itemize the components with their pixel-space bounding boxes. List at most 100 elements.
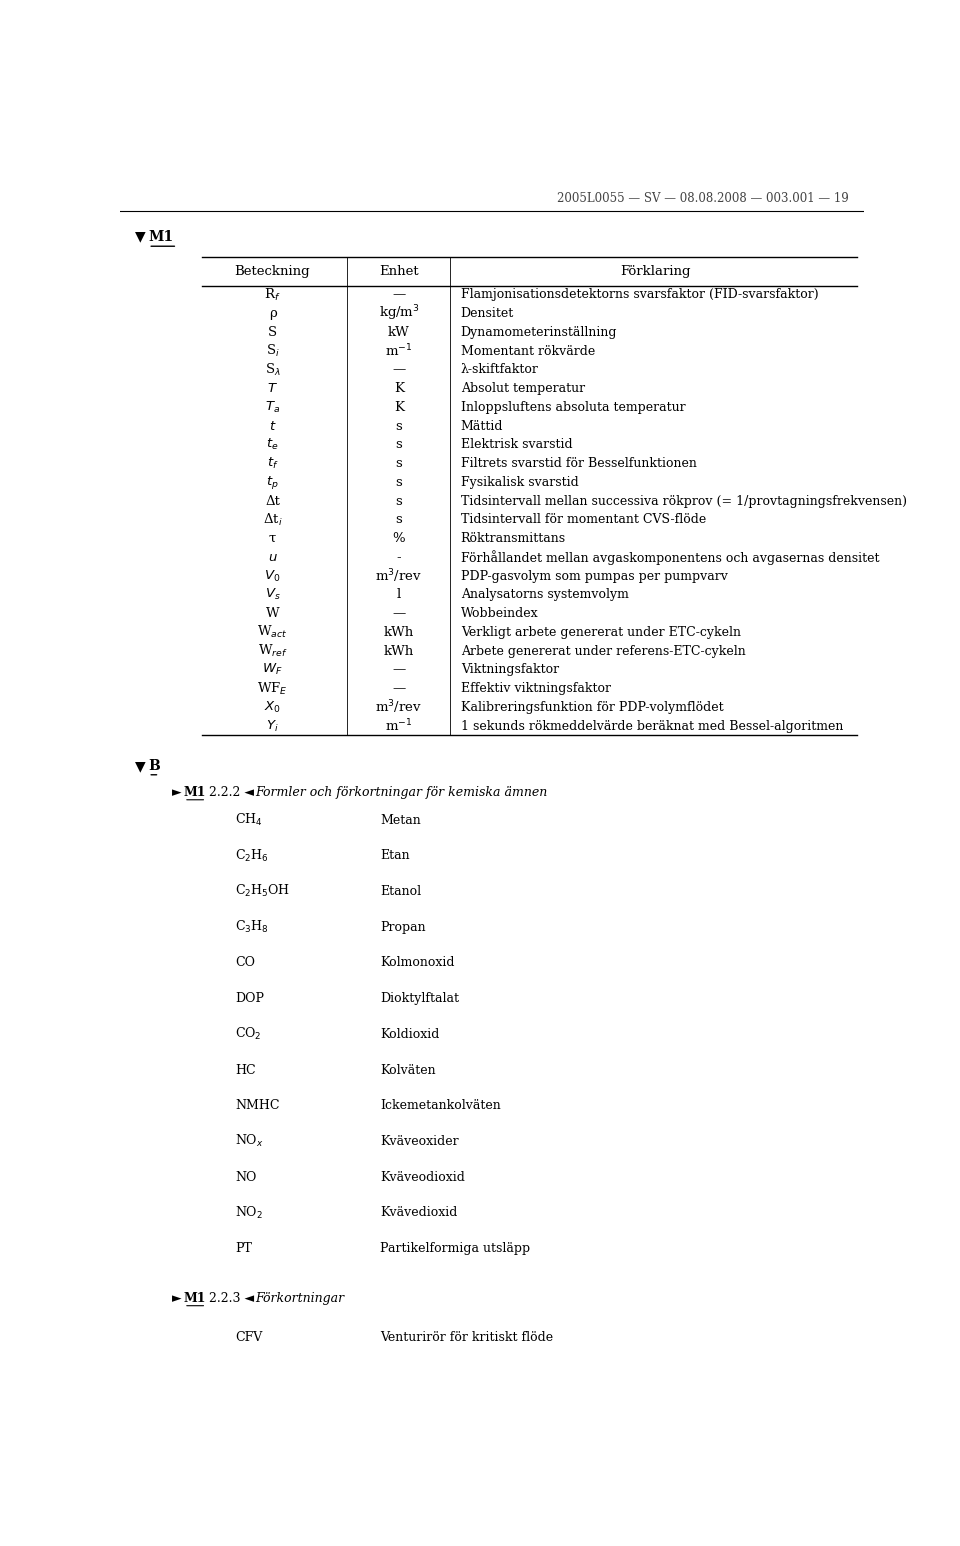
Text: Metan: Metan	[380, 813, 421, 827]
Text: Etanol: Etanol	[380, 884, 421, 898]
Text: Wobbeindex: Wobbeindex	[461, 608, 539, 620]
Text: $V_s$: $V_s$	[265, 587, 280, 603]
Text: Flamjonisationsdetektorns svarsfaktor (FID-svarsfaktor): Flamjonisationsdetektorns svarsfaktor (F…	[461, 289, 818, 301]
Text: -: -	[396, 550, 401, 564]
Text: kW: kW	[388, 326, 410, 339]
Text: Förhållandet mellan avgaskomponentens och avgasernas densitet: Förhållandet mellan avgaskomponentens oc…	[461, 550, 879, 564]
Text: $W_F$: $W_F$	[262, 662, 283, 677]
Text: M1: M1	[148, 230, 174, 244]
Text: CH$_4$: CH$_4$	[235, 812, 263, 829]
Text: —: —	[393, 363, 406, 376]
Text: ►: ►	[172, 1292, 181, 1305]
Text: Koldioxid: Koldioxid	[380, 1028, 440, 1040]
Text: Propan: Propan	[380, 921, 426, 934]
Text: PDP-gasvolym som pumpas per pumpvarv: PDP-gasvolym som pumpas per pumpvarv	[461, 569, 728, 583]
Text: S$_i$: S$_i$	[266, 343, 279, 359]
Text: kWh: kWh	[384, 626, 414, 638]
Text: τ: τ	[269, 532, 276, 546]
Text: $t_p$: $t_p$	[266, 475, 278, 492]
Text: S$_λ$: S$_λ$	[265, 362, 280, 377]
Text: l: l	[396, 589, 401, 601]
Text: λ-skiftfaktor: λ-skiftfaktor	[461, 363, 539, 376]
Text: R$_f$: R$_f$	[264, 288, 280, 303]
Text: W$_{act}$: W$_{act}$	[257, 625, 288, 640]
Text: s: s	[396, 513, 402, 526]
Text: 2.2.3 ◄: 2.2.3 ◄	[208, 1292, 253, 1305]
Text: M1: M1	[184, 1292, 206, 1305]
Text: M1: M1	[184, 785, 206, 799]
Text: Förkortningar: Förkortningar	[255, 1292, 345, 1305]
Text: —: —	[393, 663, 406, 676]
Text: NO$_2$: NO$_2$	[235, 1204, 263, 1221]
Text: CO$_2$: CO$_2$	[235, 1027, 262, 1042]
Text: m$^3$/rev: m$^3$/rev	[375, 699, 422, 716]
Text: s: s	[396, 439, 402, 451]
Text: K: K	[394, 400, 404, 414]
Text: W$_{ref}$: W$_{ref}$	[257, 643, 287, 659]
Text: B: B	[148, 759, 160, 773]
Text: Kvävedioxid: Kvävedioxid	[380, 1206, 458, 1220]
Text: NMHC: NMHC	[235, 1099, 279, 1112]
Text: —: —	[393, 682, 406, 696]
Text: m$^{-1}$: m$^{-1}$	[385, 717, 413, 734]
Text: %: %	[393, 532, 405, 546]
Text: HC: HC	[235, 1064, 256, 1076]
Text: NO$_x$: NO$_x$	[235, 1133, 264, 1150]
Text: NO: NO	[235, 1170, 256, 1184]
Text: Fysikalisk svarstid: Fysikalisk svarstid	[461, 476, 579, 489]
Text: Kolväten: Kolväten	[380, 1064, 436, 1076]
Text: —: —	[393, 608, 406, 620]
Text: Partikelformiga utsläpp: Partikelformiga utsläpp	[380, 1241, 531, 1255]
Text: Δt$_i$: Δt$_i$	[263, 512, 282, 527]
Text: ►: ►	[172, 785, 181, 799]
Text: WF$_E$: WF$_E$	[257, 680, 288, 697]
Text: Inloppsluftens absoluta temperatur: Inloppsluftens absoluta temperatur	[461, 400, 685, 414]
Text: —: —	[393, 289, 406, 301]
Text: Ickemetankolväten: Ickemetankolväten	[380, 1099, 501, 1112]
Text: $T_a$: $T_a$	[265, 400, 280, 414]
Text: Beteckning: Beteckning	[234, 264, 310, 278]
Text: C$_2$H$_6$: C$_2$H$_6$	[235, 847, 269, 864]
Text: s: s	[396, 476, 402, 489]
Text: Elektrisk svarstid: Elektrisk svarstid	[461, 439, 572, 451]
Text: kWh: kWh	[384, 645, 414, 657]
Text: ▼: ▼	[134, 230, 146, 244]
Text: CFV: CFV	[235, 1331, 263, 1345]
Text: Etan: Etan	[380, 849, 410, 863]
Text: Absolut temperatur: Absolut temperatur	[461, 382, 585, 396]
Text: Kväveoxider: Kväveoxider	[380, 1135, 459, 1149]
Text: Verkligt arbete genererat under ETC-cykeln: Verkligt arbete genererat under ETC-cyke…	[461, 626, 741, 638]
Text: $T$: $T$	[267, 382, 278, 396]
Text: Filtrets svarstid för Besselfunktionen: Filtrets svarstid för Besselfunktionen	[461, 458, 697, 470]
Text: Mättid: Mättid	[461, 419, 503, 433]
Text: Kolmonoxid: Kolmonoxid	[380, 957, 455, 969]
Text: K: K	[394, 382, 404, 396]
Text: Röktransmittans: Röktransmittans	[461, 532, 565, 546]
Text: ▼: ▼	[134, 759, 146, 773]
Text: 2005L0055 — SV — 08.08.2008 — 003.001 — 19: 2005L0055 — SV — 08.08.2008 — 003.001 — …	[558, 192, 849, 204]
Text: 2.2.2 ◄: 2.2.2 ◄	[208, 785, 253, 799]
Text: Enhet: Enhet	[379, 264, 419, 278]
Text: $X_0$: $X_0$	[264, 700, 281, 714]
Text: Kalibreringsfunktion för PDP-volymflödet: Kalibreringsfunktion för PDP-volymflödet	[461, 700, 724, 714]
Text: $Y_i$: $Y_i$	[266, 719, 278, 734]
Text: Tidsintervall mellan successiva rökprov (= 1/provtagningsfrekvensen): Tidsintervall mellan successiva rökprov …	[461, 495, 907, 507]
Text: $V_0$: $V_0$	[264, 569, 280, 584]
Text: PT: PT	[235, 1241, 252, 1255]
Text: DOP: DOP	[235, 993, 264, 1005]
Text: s: s	[396, 458, 402, 470]
Text: $t_e$: $t_e$	[266, 438, 278, 453]
Text: m$^3$/rev: m$^3$/rev	[375, 567, 422, 584]
Text: C$_3$H$_8$: C$_3$H$_8$	[235, 920, 269, 935]
Text: Analysatorns systemvolym: Analysatorns systemvolym	[461, 589, 629, 601]
Text: C$_2$H$_5$OH: C$_2$H$_5$OH	[235, 883, 290, 900]
Text: m$^{-1}$: m$^{-1}$	[385, 343, 413, 359]
Text: S: S	[268, 326, 277, 339]
Text: $t$: $t$	[269, 419, 276, 433]
Text: Dynamometerinställning: Dynamometerinställning	[461, 326, 617, 339]
Text: s: s	[396, 495, 402, 507]
Text: Momentant rökvärde: Momentant rökvärde	[461, 345, 595, 357]
Text: Viktningsfaktor: Viktningsfaktor	[461, 663, 559, 676]
Text: Arbete genererat under referens-ETC-cykeln: Arbete genererat under referens-ETC-cyke…	[461, 645, 746, 657]
Text: Effektiv viktningsfaktor: Effektiv viktningsfaktor	[461, 682, 611, 696]
